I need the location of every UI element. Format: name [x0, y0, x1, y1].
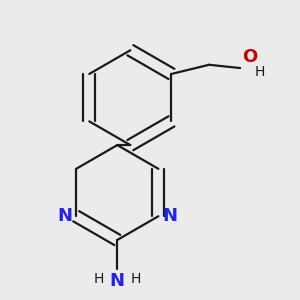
Text: N: N — [57, 207, 72, 225]
Text: N: N — [110, 272, 125, 290]
Text: H: H — [94, 272, 104, 286]
Text: H: H — [130, 272, 141, 286]
Text: H: H — [255, 65, 265, 79]
Text: N: N — [162, 207, 177, 225]
Text: O: O — [242, 48, 257, 66]
